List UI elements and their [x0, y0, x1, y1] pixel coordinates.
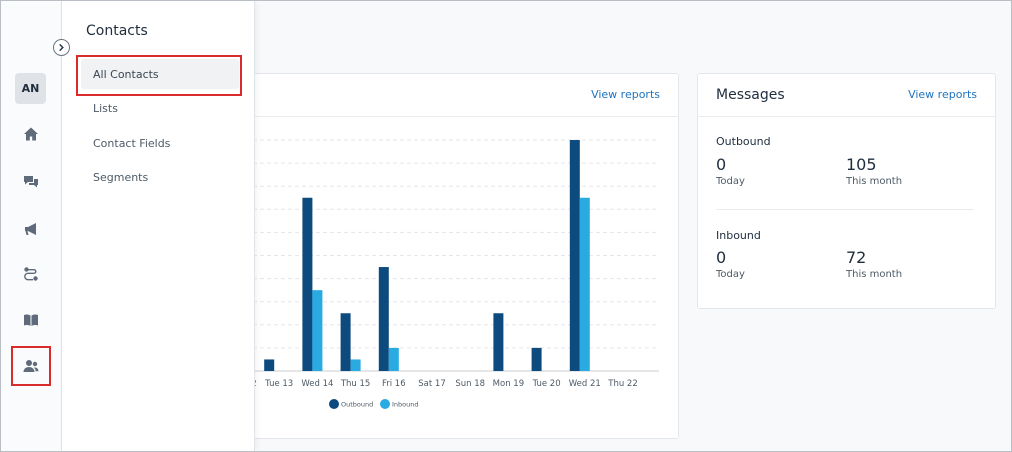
bar-outbound	[569, 140, 580, 371]
x-tick-label: Tue 13	[264, 379, 293, 389]
flow-icon[interactable]	[15, 258, 46, 289]
legend-label-outbound: Outbound	[341, 401, 373, 409]
bar-outbound	[302, 197, 313, 371]
legend-label-inbound: Inbound	[392, 401, 419, 409]
bar-inbound	[579, 197, 590, 371]
outbound-month-label: This month	[846, 176, 903, 187]
outbound-today-label: Today	[716, 176, 745, 187]
inbound-today-label: Today	[716, 269, 745, 280]
megaphone-icon[interactable]	[15, 213, 46, 244]
contacts-icon[interactable]	[11, 346, 51, 386]
bar-outbound	[493, 313, 504, 371]
outbound-today-value: 0	[716, 155, 727, 174]
outbound-label: Outbound	[716, 135, 771, 148]
x-tick-label: Thu 22	[607, 379, 637, 389]
home-icon[interactable]	[15, 118, 46, 149]
bar-outbound	[264, 359, 275, 371]
bar-inbound	[350, 359, 361, 371]
bar-outbound	[531, 347, 542, 371]
legend-swatch-outbound	[329, 399, 339, 409]
menu-item-label: All Contacts	[93, 67, 159, 81]
contacts-flyout-menu: Contacts All Contacts Lists Contact Fiel…	[62, 1, 255, 451]
card-header: View reports	[151, 74, 678, 117]
inbound-today-value: 0	[716, 248, 727, 267]
inbound-month-label: This month	[846, 269, 903, 280]
messages-title: Messages	[716, 87, 785, 103]
menu-item-label: Lists	[93, 101, 118, 115]
menu-item-contact-fields[interactable]: Contact Fields	[81, 128, 239, 158]
card-header: Messages View reports	[698, 74, 995, 117]
expand-sidebar-button[interactable]	[53, 39, 70, 56]
messages-card: Messages View reports Outbound 0 Today 1…	[697, 73, 996, 309]
chat-icon[interactable]	[15, 166, 46, 197]
x-tick-label: Thu 15	[340, 379, 370, 389]
x-tick-label: Wed 14	[301, 379, 333, 389]
menu-item-label: Contact Fields	[93, 136, 171, 150]
view-reports-link[interactable]: View reports	[591, 88, 660, 101]
avatar[interactable]: AN	[15, 73, 46, 104]
flyout-title: Contacts	[86, 23, 148, 39]
menu-item-lists[interactable]: Lists	[81, 93, 239, 123]
inbound-label: Inbound	[716, 229, 761, 242]
outbound-month-value: 105	[846, 155, 877, 174]
chevron-right-icon	[59, 43, 64, 52]
x-tick-label: Fri 16	[382, 379, 406, 389]
menu-item-all-contacts[interactable]: All Contacts	[81, 59, 239, 89]
divider	[716, 209, 974, 210]
x-tick-label: Tue 20	[532, 379, 561, 389]
book-icon[interactable]	[15, 304, 46, 335]
menu-item-segments[interactable]: Segments	[81, 162, 239, 192]
menu-item-label: Segments	[93, 170, 149, 184]
inbound-month-value: 72	[846, 248, 867, 267]
legend-swatch-inbound	[380, 399, 390, 409]
x-tick-label: Wed 21	[569, 379, 601, 389]
bar-inbound	[312, 290, 323, 371]
x-tick-label: Sun 18	[455, 379, 485, 389]
bar-outbound	[378, 267, 389, 371]
bar-outbound	[340, 313, 351, 371]
selection-highlight	[76, 55, 242, 96]
bar-inbound	[388, 347, 399, 371]
x-tick-label: Sat 17	[418, 379, 445, 389]
x-tick-label: Mon 19	[493, 379, 524, 389]
view-reports-link[interactable]: View reports	[908, 88, 977, 101]
left-rail: AN	[1, 1, 62, 451]
